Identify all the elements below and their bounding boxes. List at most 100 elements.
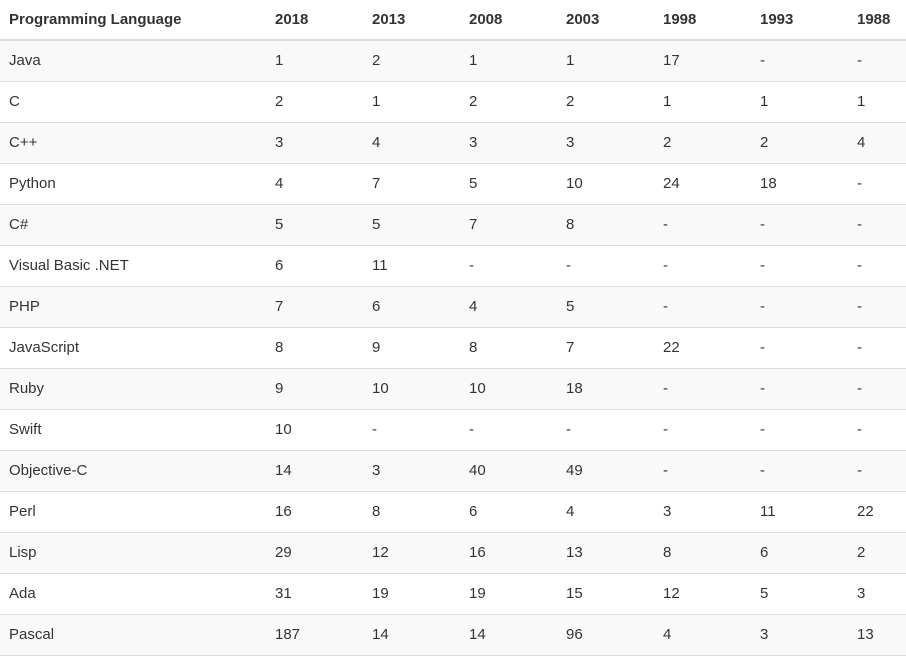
rank-2003-cell: 96 [557,614,654,656]
language-cell: Ruby [0,368,266,410]
rank-1993-cell: - [751,450,848,492]
rank-2008-cell: 14 [460,614,557,656]
rank-1998-cell: 1 [654,81,751,123]
rank-1988-cell: - [848,286,906,328]
table-row: PHP 7 6 4 5- - - [0,286,906,328]
language-cell: Swift [0,409,266,451]
rank-1993-cell: 11 [751,491,848,533]
rank-1998-cell: 17 [654,40,751,82]
rank-2008-cell: 8 [460,327,557,369]
rank-1998-cell: 12 [654,573,751,615]
rank-2018-cell: 4 [266,163,363,205]
rank-1993-cell: 18 [751,163,848,205]
rank-1988-cell: - [848,368,906,410]
header-row: Programming Language 2018 2013 2008 2003… [0,0,906,41]
rank-2003-cell: 49 [557,450,654,492]
rank-1988-cell: 2 [848,532,906,574]
rank-1998-cell: - [654,368,751,410]
rank-2013-cell: 1 [363,81,460,123]
rank-2018-cell: 187 [266,614,363,656]
rank-2008-cell: 5 [460,163,557,205]
table-row: Perl 16 8 6 4 3 11 22 [0,491,906,533]
rank-2003-cell: 13 [557,532,654,574]
rank-1993-cell: - [751,409,848,451]
language-cell: Perl [0,491,266,533]
rank-2003-cell: 3 [557,122,654,164]
table-row: Python 4 7 5 10 24 18- [0,163,906,205]
table-row: Lisp 29 12 16 13 8 6 2 [0,532,906,574]
rank-2018-cell: 5 [266,204,363,246]
header-year-1988: 1988 [848,0,906,41]
rank-2003-cell: 10 [557,163,654,205]
rank-2013-cell: 7 [363,163,460,205]
rank-1993-cell: - [751,286,848,328]
rank-2003-cell: 5 [557,286,654,328]
rank-1998-cell: 2 [654,122,751,164]
rank-1998-cell: 22 [654,327,751,369]
table-row: Java 1 2 1 1 17- - [0,40,906,82]
rank-1993-cell: 6 [751,532,848,574]
table-row: Ruby 9 10 10 18- - - [0,368,906,410]
rank-2013-cell: 12 [363,532,460,574]
rank-2013-cell: - [363,409,460,451]
language-cell: Python [0,163,266,205]
table-body: Java 1 2 1 1 17- - C 2 1 2 2 1 1 1 C++ 3 4 3 3 2 2 4 Python 4 7 5 1… [0,40,906,656]
rank-2003-cell: 7 [557,327,654,369]
rank-1993-cell: - [751,245,848,287]
header-year-1993: 1993 [751,0,848,41]
header-year-2013: 2013 [363,0,460,41]
language-cell: C [0,81,266,123]
rank-2003-cell: 15 [557,573,654,615]
rank-2013-cell: 3 [363,450,460,492]
rank-2008-cell: 19 [460,573,557,615]
rank-2003-cell: - [557,245,654,287]
language-cell: Objective-C [0,450,266,492]
language-cell: Lisp [0,532,266,574]
header-year-2018: 2018 [266,0,363,41]
rank-1988-cell: 4 [848,122,906,164]
rank-1998-cell: 24 [654,163,751,205]
rank-2008-cell: 6 [460,491,557,533]
rank-2018-cell: 29 [266,532,363,574]
rank-1998-cell: - [654,409,751,451]
rank-2008-cell: 3 [460,122,557,164]
rank-1988-cell: - [848,245,906,287]
table-row: Visual Basic .NET 6 11- - - - - [0,245,906,287]
language-cell: Pascal [0,614,266,656]
rank-2003-cell: - [557,409,654,451]
language-cell: PHP [0,286,266,328]
rank-1998-cell: 8 [654,532,751,574]
table-row: C++ 3 4 3 3 2 2 4 [0,122,906,164]
rank-2018-cell: 3 [266,122,363,164]
rank-1993-cell: - [751,368,848,410]
table-row: C# 5 5 7 8- - - [0,204,906,246]
header-language: Programming Language [0,0,266,41]
rank-1988-cell: - [848,327,906,369]
rank-1988-cell: - [848,163,906,205]
rank-2013-cell: 14 [363,614,460,656]
rank-2013-cell: 19 [363,573,460,615]
rank-1998-cell: - [654,286,751,328]
rank-2013-cell: 6 [363,286,460,328]
language-cell: C++ [0,122,266,164]
table-header: Programming Language 2018 2013 2008 2003… [0,0,906,41]
rank-1993-cell: - [751,327,848,369]
rank-2008-cell: 1 [460,40,557,82]
rank-2008-cell: 7 [460,204,557,246]
header-year-1998: 1998 [654,0,751,41]
table-row: Objective-C 14 3 40 49- - - [0,450,906,492]
rank-2003-cell: 18 [557,368,654,410]
rank-2008-cell: 40 [460,450,557,492]
rank-2013-cell: 10 [363,368,460,410]
rank-1993-cell: - [751,40,848,82]
rank-2018-cell: 9 [266,368,363,410]
table-row: Swift 10- - - - - - [0,409,906,451]
rank-2013-cell: 9 [363,327,460,369]
rank-2003-cell: 2 [557,81,654,123]
table-row: Pascal 187 14 14 96 4 3 13 [0,614,906,656]
header-year-2003: 2003 [557,0,654,41]
rank-2018-cell: 16 [266,491,363,533]
rank-1988-cell: - [848,204,906,246]
rank-1988-cell: 1 [848,81,906,123]
table-row: Ada 31 19 19 15 12 5 3 [0,573,906,615]
